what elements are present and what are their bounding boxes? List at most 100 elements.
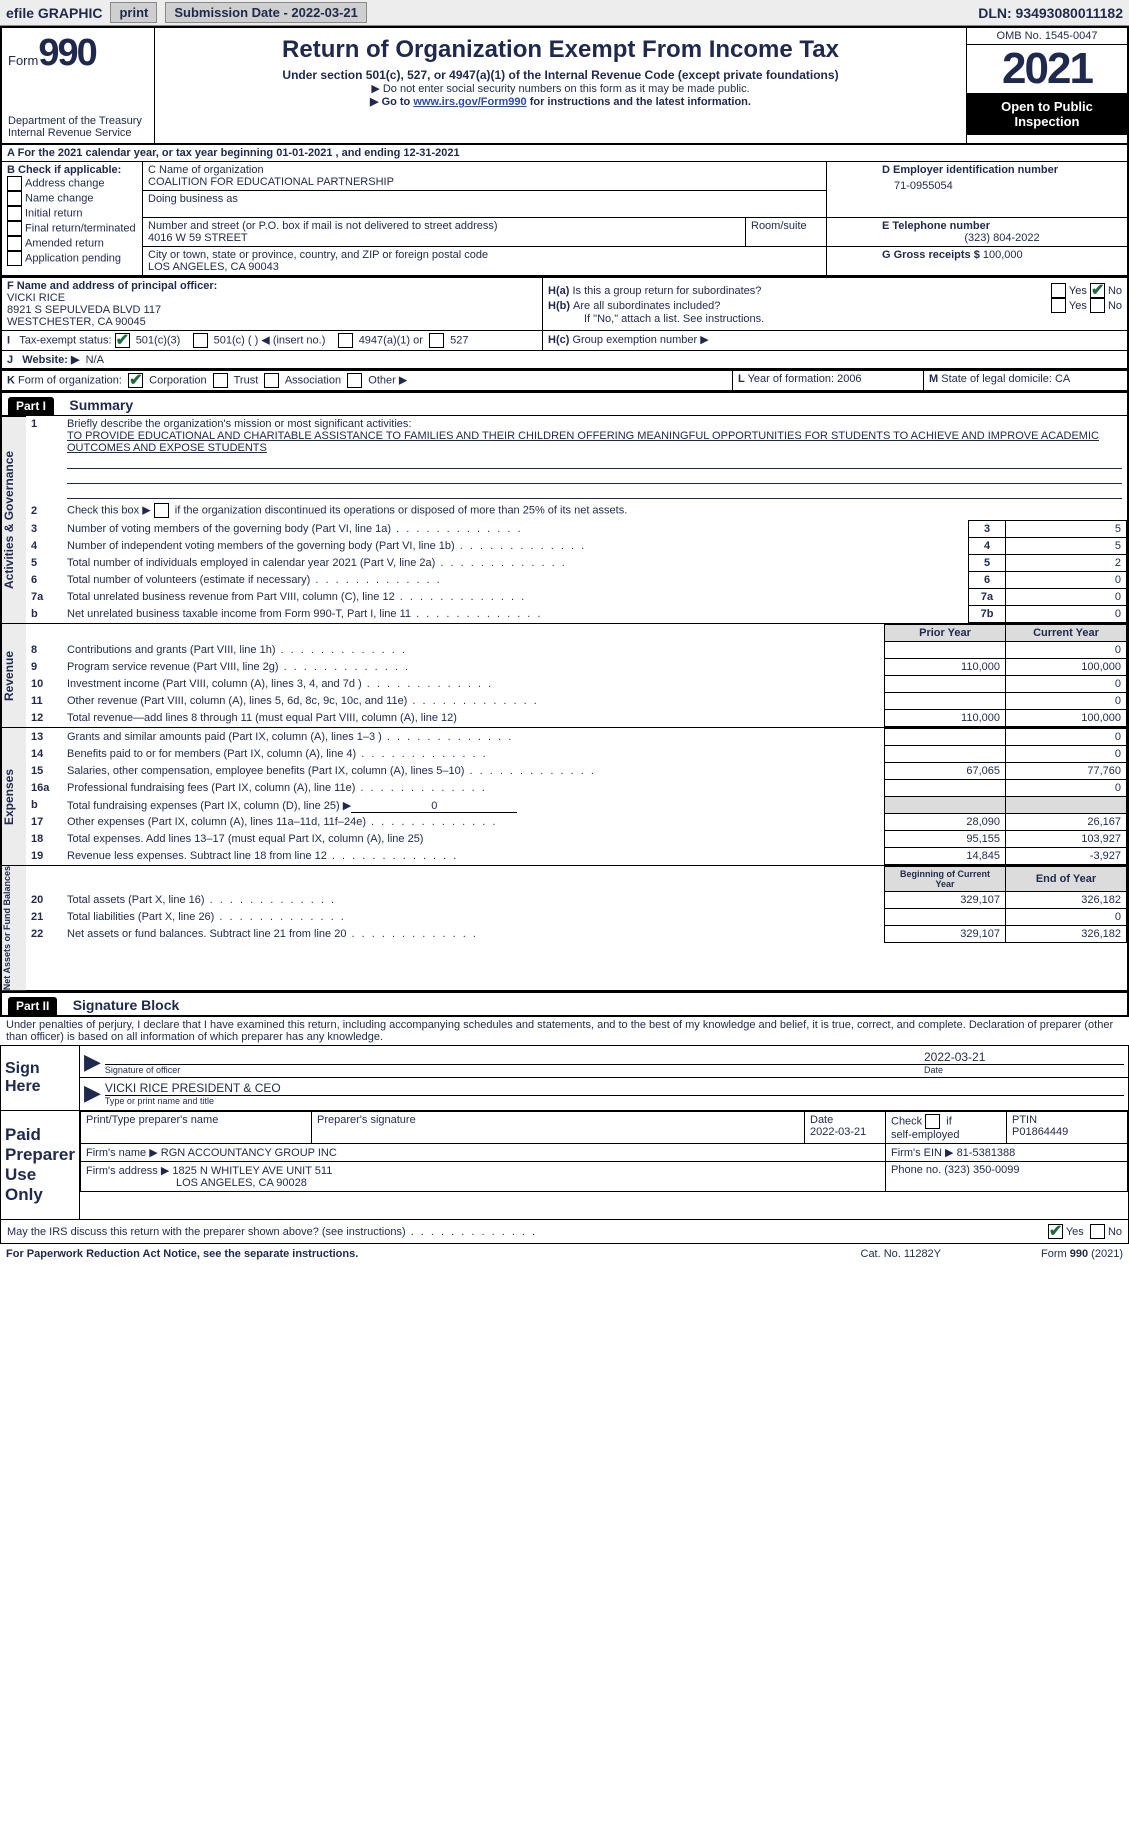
line-16a: 16aProfessional fundraising fees (Part I…	[26, 780, 1127, 797]
firm-phone: Phone no. (323) 350-0099	[886, 1162, 1128, 1192]
print-button[interactable]: print	[110, 2, 157, 23]
sign-here-label: Sign Here	[1, 1046, 79, 1110]
footer-row: For Paperwork Reduction Act Notice, see …	[0, 1244, 1129, 1264]
line-18: 18Total expenses. Add lines 13–17 (must …	[26, 831, 1127, 848]
i-527[interactable]	[429, 333, 444, 348]
paid-preparer-block: Paid Preparer Use Only Print/Type prepar…	[0, 1111, 1129, 1220]
tax-year: 2021	[967, 45, 1127, 93]
part1-title: Summary	[69, 397, 133, 413]
sign-here-block: Sign Here ▶ Signature of officer 2022-03…	[0, 1045, 1129, 1111]
line-21: 21Total liabilities (Part X, line 26)0	[26, 909, 1127, 926]
check-address-change[interactable]: Address change	[7, 176, 137, 191]
f-officer-cell: F Name and address of principal officer:…	[1, 278, 543, 331]
col-begin: Beginning of Current Year	[885, 867, 1006, 892]
e-label: E Telephone number	[882, 220, 1122, 232]
line-10: 10Investment income (Part VIII, column (…	[26, 676, 1127, 693]
sig-name-row: ▶ VICKI RICE PRESIDENT & CEO Type or pri…	[80, 1078, 1128, 1108]
ein-value: 71-0955054	[882, 176, 1122, 196]
section-klm: K Form of organization: Corporation Trus…	[0, 370, 1129, 392]
form-word: Form	[8, 53, 38, 68]
line-11: 11Other revenue (Part VIII, column (A), …	[26, 693, 1127, 710]
k-assoc[interactable]	[264, 373, 279, 388]
street-value: 4016 W 59 STREET	[148, 232, 740, 244]
c-city-cell: City or town, state or province, country…	[143, 247, 827, 277]
self-emp: Check ifself-employed	[886, 1112, 1007, 1144]
ha-no[interactable]	[1090, 283, 1105, 298]
line-14: 14Benefits paid to or for members (Part …	[26, 746, 1127, 763]
line-8: 8Contributions and grants (Part VIII, li…	[26, 642, 1127, 659]
vlabel-expenses: Expenses	[2, 728, 26, 865]
hb-no[interactable]	[1090, 298, 1105, 313]
line-a: A For the 2021 calendar year, or tax yea…	[1, 144, 1128, 162]
g-label: G Gross receipts $	[882, 249, 980, 261]
declaration-text: Under penalties of perjury, I declare th…	[0, 1017, 1129, 1045]
hc-label: Group exemption number ▶	[572, 334, 708, 346]
line-16b: b Total fundraising expenses (Part IX, c…	[26, 797, 1127, 814]
q2-check[interactable]	[154, 503, 169, 518]
j-website-cell: J Website: ▶ N/A	[1, 351, 1128, 370]
mission-text: TO PROVIDE EDUCATIONAL AND CHARITABLE AS…	[67, 430, 1099, 454]
g-receipts-cell: G Gross receipts $ 100,000	[877, 247, 1128, 277]
vlabel-revenue: Revenue	[2, 624, 26, 727]
check-initial-return[interactable]: Initial return	[7, 206, 137, 221]
k-other[interactable]	[347, 373, 362, 388]
check-app-pending[interactable]: Application pending	[7, 251, 137, 266]
i-label: Tax-exempt status:	[19, 334, 111, 346]
i-501c3[interactable]	[115, 333, 130, 348]
net-table: Beginning of Current YearEnd of Year 20T…	[26, 866, 1127, 943]
phone-value: (323) 804-2022	[882, 232, 1122, 244]
check-amended[interactable]: Amended return	[7, 236, 137, 251]
firm-name: Firm's name ▶ RGN ACCOUNTANCY GROUP INC	[81, 1144, 886, 1162]
cat-no: Cat. No. 11282Y	[861, 1248, 942, 1260]
year-cell: OMB No. 1545-0047 2021 Open to Public In…	[966, 28, 1127, 143]
discuss-no[interactable]	[1090, 1224, 1105, 1239]
line-3: 3Number of voting members of the governi…	[26, 521, 1127, 538]
sig-officer-label: Signature of officer	[105, 1064, 924, 1075]
revenue-table: Prior YearCurrent Year 8Contributions an…	[26, 624, 1127, 727]
officer-name-title: VICKI RICE PRESIDENT & CEO	[105, 1081, 1124, 1095]
k-corp[interactable]	[128, 373, 143, 388]
e-phone-cell: E Telephone number (323) 804-2022	[877, 218, 1128, 247]
c-name-label: C Name of organization	[148, 164, 821, 176]
line-15: 15Salaries, other compensation, employee…	[26, 763, 1127, 780]
check-final-return[interactable]: Final return/terminated	[7, 221, 137, 236]
ptin-cell: PTINP01864449	[1007, 1112, 1128, 1144]
officer-name: VICKI RICE	[7, 292, 537, 304]
omb-number: OMB No. 1545-0047	[967, 28, 1127, 45]
form-number: 990	[38, 32, 95, 74]
discuss-yes[interactable]	[1048, 1224, 1063, 1239]
firm-addr: Firm's address ▶ 1825 N WHITLEY AVE UNIT…	[81, 1162, 886, 1192]
officer-addr2: WESTCHESTER, CA 90045	[7, 316, 537, 328]
section-a: A For the 2021 calendar year, or tax yea…	[0, 143, 1129, 277]
part2-badge: Part II	[8, 997, 57, 1015]
check-name-change[interactable]: Name change	[7, 191, 137, 206]
hb-yes[interactable]	[1051, 298, 1066, 313]
firm-ein: Firm's EIN ▶ 81-5381388	[886, 1144, 1128, 1162]
line-4: 4Number of independent voting members of…	[26, 538, 1127, 555]
fund-expenses: 0	[351, 800, 517, 813]
self-emp-check[interactable]	[925, 1114, 940, 1129]
k-trust[interactable]	[213, 373, 228, 388]
line-12: 12Total revenue—add lines 8 through 11 (…	[26, 710, 1127, 727]
i-4947[interactable]	[338, 333, 353, 348]
line-7a: 7aTotal unrelated business revenue from …	[26, 589, 1127, 606]
submission-date: Submission Date - 2022-03-21	[165, 2, 367, 23]
form-note-2: ▶ Go to www.irs.gov/Form990 for instruct…	[159, 95, 962, 108]
section-b: B Check if applicable: Address change Na…	[1, 162, 143, 277]
vlabel-net: Net Assets or Fund Balances	[2, 866, 26, 990]
open-inspection: Open to Public Inspection	[967, 93, 1127, 135]
line-5: 5Total number of individuals employed in…	[26, 555, 1127, 572]
preparer-table: Print/Type preparer's name Preparer's si…	[80, 1111, 1128, 1192]
irs-link[interactable]: www.irs.gov/Form990	[413, 96, 526, 108]
m-state: M State of legal domicile: CA	[924, 371, 1129, 392]
form-note-1: ▶ Do not enter social security numbers o…	[159, 82, 962, 95]
sig-date-label: Date	[924, 1064, 1124, 1075]
form-subtitle: Under section 501(c), 527, or 4947(a)(1)…	[159, 68, 962, 82]
line-7b: bNet unrelated business taxable income f…	[26, 606, 1127, 623]
line-9: 9Program service revenue (Part VIII, lin…	[26, 659, 1127, 676]
ha-yes[interactable]	[1051, 283, 1066, 298]
b-label: B Check if applicable:	[7, 164, 137, 176]
col-prior: Prior Year	[885, 625, 1006, 642]
i-501c[interactable]	[193, 333, 208, 348]
hb-label: Are all subordinates included?	[573, 300, 1051, 312]
